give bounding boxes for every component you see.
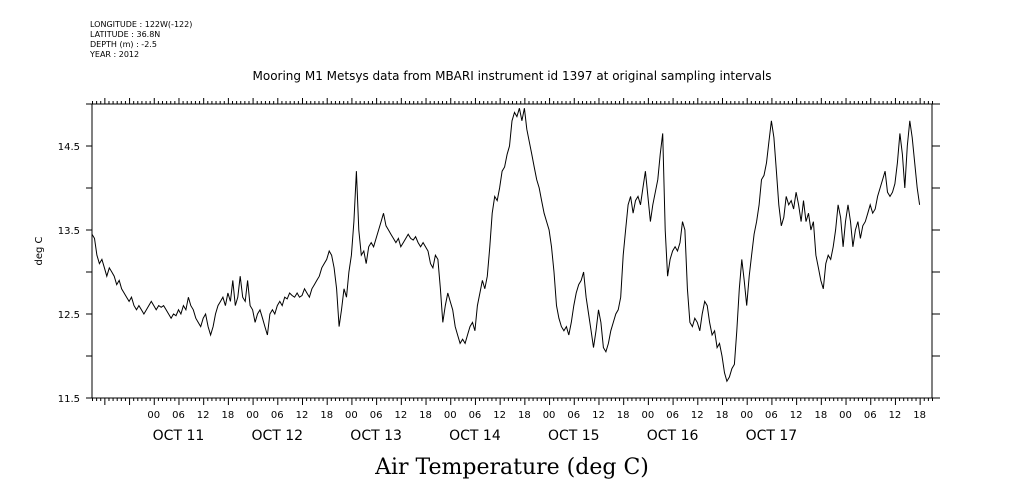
x-hour-label: 18	[222, 410, 235, 421]
x-day-label: OCT 16	[647, 428, 699, 444]
x-hour-label: 00	[543, 410, 556, 421]
x-hour-label: 00	[740, 410, 753, 421]
x-hour-label: 06	[370, 410, 383, 421]
x-hour-label: 12	[592, 410, 605, 421]
x-hour-label: 00	[345, 410, 358, 421]
air-temperature-series-line	[91, 108, 921, 383]
x-day-label: OCT 12	[251, 428, 303, 444]
x-hour-label: 00	[444, 410, 457, 421]
x-hour-label: 18	[913, 410, 926, 421]
year-label: YEAR : 2012	[90, 50, 140, 59]
axis-labels: 11.5 12.5 13.5 14.5 00 06 12 18 00 06 12 18 00 06 12 18…	[58, 142, 926, 444]
y-tick-label: 12.5	[58, 310, 80, 321]
x-hour-label: 12	[790, 410, 803, 421]
x-hour-label: 00	[147, 410, 160, 421]
x-hour-label: 18	[814, 410, 827, 421]
x-hour-label: 12	[394, 410, 407, 421]
x-day-label: OCT 13	[350, 428, 402, 444]
x-hour-label: 12	[889, 410, 902, 421]
x-hour-label: 12	[296, 410, 309, 421]
x-hour-label: 00	[246, 410, 259, 421]
y-tick-label: 13.5	[58, 226, 80, 237]
latitude-label: LATITUDE : 36.8N	[90, 30, 161, 39]
x-hour-label: 12	[197, 410, 210, 421]
chart-metadata: LONGITUDE : 122W(-122) LATITUDE : 36.8N …	[90, 20, 192, 60]
x-day-label: OCT 15	[548, 428, 600, 444]
chart-title: Mooring M1 Metsys data from MBARI instru…	[253, 69, 772, 83]
x-hour-label: 18	[320, 410, 333, 421]
y-axis-label: deg C	[34, 236, 45, 265]
x-hour-label: 06	[172, 410, 185, 421]
x-hour-label: 12	[493, 410, 506, 421]
y-tick-label: 14.5	[58, 142, 80, 153]
x-hour-label: 18	[617, 410, 630, 421]
x-hour-label: 18	[518, 410, 531, 421]
x-hour-label: 00	[642, 410, 655, 421]
axis-ticks	[86, 98, 940, 405]
x-hour-label: 06	[864, 410, 877, 421]
x-hour-label: 06	[567, 410, 580, 421]
x-hour-label: 06	[271, 410, 284, 421]
x-axis-label: Air Temperature (deg C)	[374, 455, 649, 480]
x-day-label: OCT 17	[746, 428, 798, 444]
depth-label: DEPTH (m) : -2.5	[90, 40, 157, 49]
x-day-label: OCT 14	[449, 428, 501, 444]
x-day-label: OCT 11	[153, 428, 205, 444]
x-hour-label: 00	[839, 410, 852, 421]
y-tick-label: 11.5	[58, 394, 80, 405]
x-hour-label: 06	[469, 410, 482, 421]
x-hour-label: 06	[765, 410, 778, 421]
plot-frame	[91, 103, 933, 399]
x-hour-label: 18	[419, 410, 432, 421]
x-hour-label: 06	[666, 410, 679, 421]
x-hour-label: 18	[716, 410, 729, 421]
x-hour-label: 12	[691, 410, 704, 421]
longitude-label: LONGITUDE : 122W(-122)	[90, 20, 193, 29]
